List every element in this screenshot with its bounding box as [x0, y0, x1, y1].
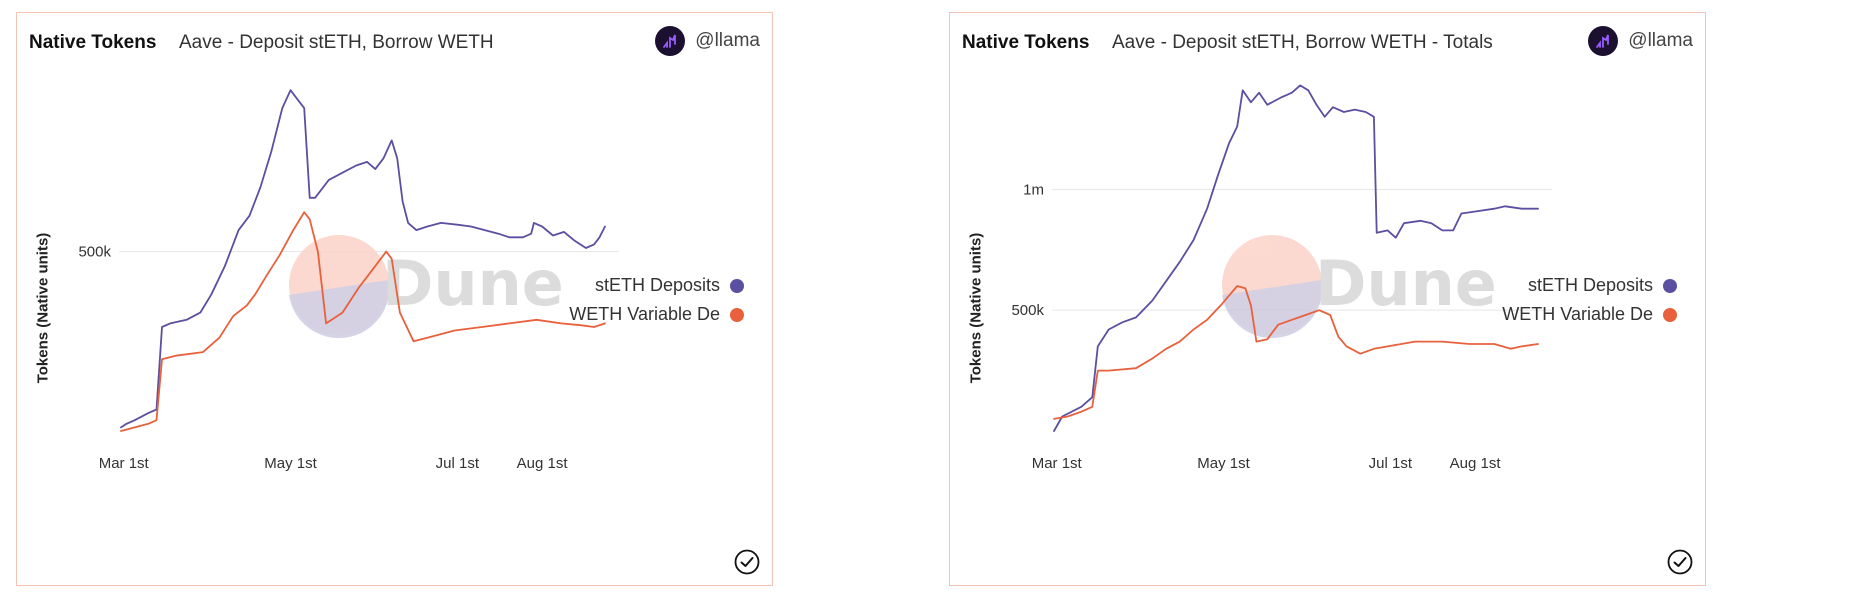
- legend: stETH Deposits WETH Variable De: [569, 271, 744, 329]
- y-tick-label: 1m: [1023, 181, 1044, 198]
- x-tick-label: May 1st: [1197, 455, 1250, 472]
- dune-watermark: Dune: [1222, 235, 1497, 339]
- chart-panel-1: Native Tokens Aave - Deposit stETH, Borr…: [16, 12, 773, 586]
- x-tick-label: Jul 1st: [1369, 455, 1413, 472]
- y-tick-label: 500k: [78, 244, 111, 261]
- avatar: [655, 26, 686, 56]
- panel-kind: Native Tokens: [29, 32, 157, 53]
- panel-title[interactable]: Aave - Deposit stETH, Borrow WETH - Tota…: [1112, 32, 1493, 53]
- legend-dot: [1663, 307, 1677, 322]
- legend-item-weth[interactable]: WETH Variable De: [1502, 300, 1677, 329]
- watermark-text: Dune: [1315, 247, 1497, 320]
- line-chart: 500k 1m Mar 1st May 1st Jul 1st Aug 1st Dune: [1011, 84, 1552, 472]
- author-link[interactable]: @llama: [1588, 26, 1693, 56]
- series-line-steth-deposits[interactable]: [1053, 84, 1539, 432]
- x-tick-label: Jul 1st: [436, 455, 480, 472]
- author-handle: @llama: [1628, 30, 1693, 51]
- series-line-weth-variable-debt[interactable]: [1053, 285, 1539, 420]
- legend-dot: [730, 307, 744, 322]
- series-line-weth-variable-debt[interactable]: [120, 211, 606, 432]
- y-tick-label: 500k: [1011, 302, 1044, 319]
- avatar: [1588, 26, 1619, 56]
- x-tick-label: Mar 1st: [1032, 455, 1083, 472]
- legend-item-steth[interactable]: stETH Deposits: [569, 271, 744, 300]
- legend: stETH Deposits WETH Variable De: [1502, 271, 1677, 329]
- legend-label: stETH Deposits: [594, 275, 720, 295]
- legend-label: WETH Variable De: [569, 304, 720, 324]
- panel-title[interactable]: Aave - Deposit stETH, Borrow WETH: [179, 32, 494, 53]
- legend-item-weth[interactable]: WETH Variable De: [569, 300, 744, 329]
- author-link[interactable]: @llama: [655, 26, 760, 56]
- watermark-text: Dune: [382, 247, 564, 320]
- dune-watermark: Dune: [289, 235, 564, 339]
- panel-header: Native Tokens Aave - Deposit stETH, Borr…: [29, 26, 760, 56]
- x-tick-label: Aug 1st: [517, 455, 569, 472]
- legend-item-steth[interactable]: stETH Deposits: [1502, 271, 1677, 300]
- author-handle: @llama: [695, 30, 760, 51]
- legend-label: WETH Variable De: [1502, 304, 1653, 324]
- check-circle-icon[interactable]: [1667, 549, 1693, 575]
- chart-panel-2: Native Tokens Aave - Deposit stETH, Borr…: [949, 12, 1706, 586]
- line-chart: 500k Mar 1st May 1st Jul 1st Aug 1st Dune: [78, 89, 619, 472]
- llama-logo-icon: [663, 34, 677, 48]
- series-line-steth-deposits[interactable]: [120, 89, 606, 429]
- legend-dot: [730, 278, 744, 293]
- x-tick-label: Mar 1st: [99, 455, 150, 472]
- x-tick-label: Aug 1st: [1450, 455, 1502, 472]
- legend-label: stETH Deposits: [1527, 275, 1653, 295]
- panel-kind: Native Tokens: [962, 32, 1090, 53]
- x-tick-label: May 1st: [264, 455, 317, 472]
- legend-dot: [1663, 278, 1677, 293]
- check-circle-icon[interactable]: [734, 549, 760, 575]
- llama-logo-icon: [1596, 34, 1610, 48]
- panel-header: Native Tokens Aave - Deposit stETH, Borr…: [962, 26, 1693, 56]
